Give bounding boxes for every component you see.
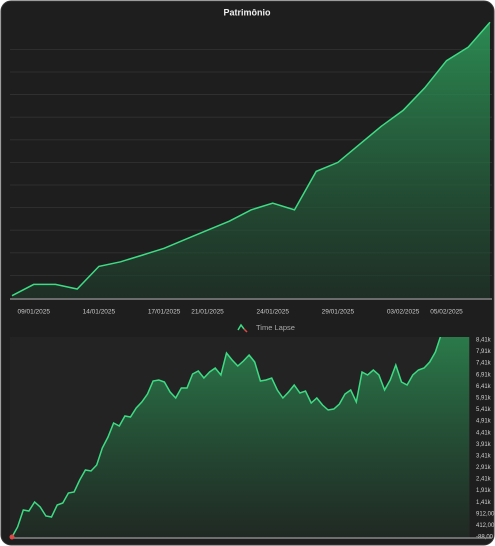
y-tick-label: 3,41k xyxy=(476,453,492,459)
y-tick-label: 5,91k xyxy=(476,395,492,401)
x-tick-label: 29/01/2025 xyxy=(322,309,355,316)
x-tick-label: 24/01/2025 xyxy=(256,309,289,316)
y-tick-label: 4,41k xyxy=(476,430,492,436)
line xyxy=(11,21,491,297)
legend[interactable]: Time Lapse xyxy=(237,323,295,333)
series xyxy=(11,337,470,538)
y-tick-label: 7,91k xyxy=(476,349,492,355)
y-tick-label: 412,00 xyxy=(476,523,495,529)
y-tick-label: 2,41k xyxy=(476,477,492,483)
y-tick-label: 8,41k xyxy=(476,338,492,344)
y-tick-label: 3,91k xyxy=(476,442,492,448)
x-tick-label: 21/01/2025 xyxy=(191,309,224,316)
x-tick-label: 03/02/2025 xyxy=(387,309,420,316)
line xyxy=(11,337,442,538)
area xyxy=(12,22,490,299)
legend-icon xyxy=(243,328,248,333)
legend-icon xyxy=(237,323,245,331)
chart-title: Patrimônio xyxy=(223,7,271,17)
y-tick-label: 1,91k xyxy=(476,488,492,494)
series xyxy=(11,21,491,299)
y-tick-label: 5,41k xyxy=(476,407,492,413)
area xyxy=(12,337,470,537)
y-tick-label: 6,41k xyxy=(476,384,492,390)
y-tick-label: 912,00 xyxy=(476,511,495,517)
y-tick-label: 1,41k xyxy=(476,500,492,506)
y-tick-label: 7,41k xyxy=(476,361,492,367)
y-tick-label: 4,91k xyxy=(476,419,492,425)
legend-label: Time Lapse xyxy=(256,323,295,332)
y-tick-label: 2,91k xyxy=(476,465,492,471)
x-tick-label: 14/01/2025 xyxy=(83,309,116,316)
y-tick-label: 6,91k xyxy=(476,372,492,378)
x-tick-label: 17/01/2025 xyxy=(148,309,181,316)
marker xyxy=(9,534,15,540)
x-tick-label: 09/01/2025 xyxy=(17,309,50,316)
x-tick-label: 05/02/2025 xyxy=(430,309,463,316)
